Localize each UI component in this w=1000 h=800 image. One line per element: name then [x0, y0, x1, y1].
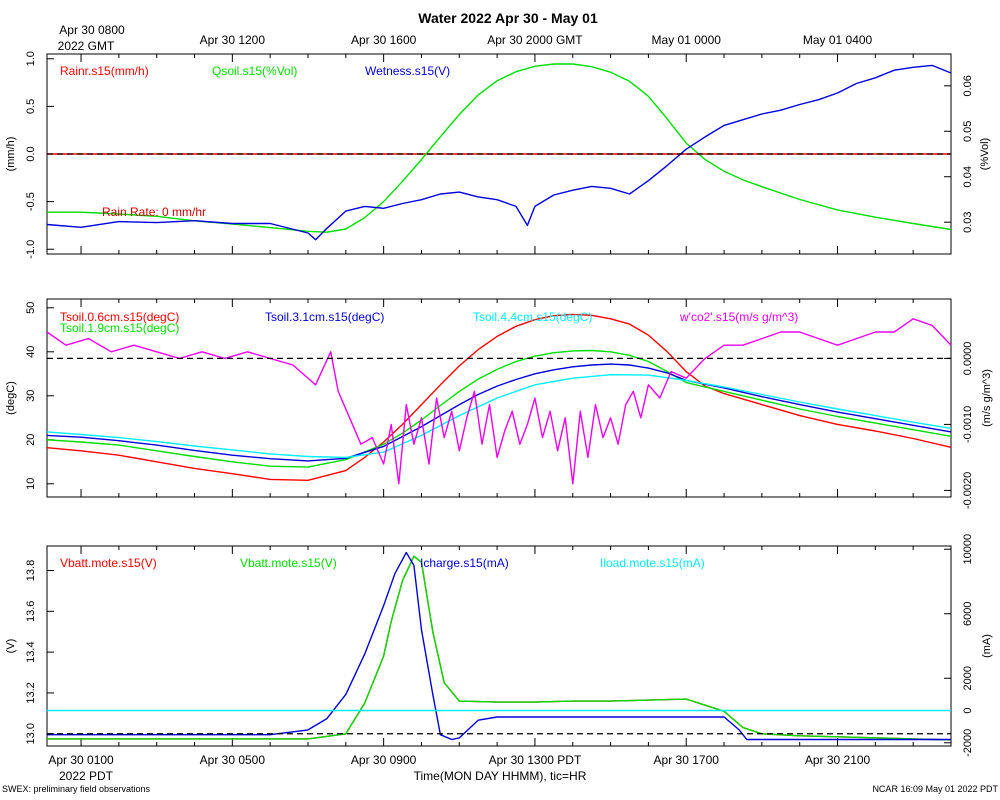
water-left-axis-label: (mm/h) [5, 137, 17, 172]
power-plot-frame [46, 545, 952, 747]
water-right-tick-label: 0.03 [962, 211, 974, 232]
power-left-tick-label: 13.4 [25, 641, 37, 662]
soil-left-tick-label: 20 [25, 434, 37, 446]
power-left-tick-label: 13.0 [25, 723, 37, 744]
soil-series-line [46, 363, 952, 462]
soil-right-tick-label: 0.0000 [962, 342, 974, 376]
power-right-tick-label: 0 [962, 707, 974, 713]
water-annotation: Rain Rate: 0 mm/hr [102, 205, 206, 219]
chart-title: Water 2022 Apr 30 - May 01 [418, 10, 598, 26]
soil-series-line [46, 349, 952, 468]
water-left-tick-label: -1.0 [25, 240, 37, 259]
pdt-tick-label: Apr 30 0900 [351, 753, 417, 767]
gmt-corner-year: 2022 GMT [58, 39, 115, 53]
power-left-axis-label: (V) [5, 639, 17, 654]
soil-left-tick-label: 10 [25, 478, 37, 490]
pdt-tick-label: Apr 30 1700 [654, 753, 720, 767]
pdt-tick-label: Apr 30 1300 PDT [489, 753, 582, 767]
power-series-line [47, 555, 952, 741]
power-right-axis-label: (mA) [981, 634, 993, 658]
soil-legend-label: Tsoil.4.4cm.s15(degC) [473, 310, 592, 324]
gmt-corner-date: Apr 30 0800 [59, 23, 125, 37]
footer-left: SWEX: preliminary field observations [2, 784, 151, 794]
soil-left-axis-label: (degC) [5, 381, 17, 415]
water-series-line [46, 64, 952, 241]
water-legend-label: Qsoil.s15(%Vol) [212, 64, 297, 78]
gmt-tick-label: Apr 30 1200 [200, 33, 266, 47]
gmt-tick-label: Apr 30 1600 [351, 33, 417, 47]
soil-series-line [46, 318, 952, 485]
water-legend-label: Rainr.s15(mm/h) [60, 64, 149, 78]
soil-plot-frame [46, 298, 952, 498]
soil-right-axis-label: (m/s g/m^3) [981, 369, 993, 427]
soil-right-tick-label: -0.0020 [962, 472, 974, 509]
power-legend-label: Iload.mote.s15(mA) [600, 556, 705, 570]
power-series-line [47, 551, 951, 741]
soil-series-line [46, 313, 952, 481]
pdt-tick-label: Apr 30 0100 [48, 753, 114, 767]
soil-legend-label: Tsoil.0.6cm.s15(degC) [60, 310, 179, 324]
soil-left-tick-label: 30 [25, 390, 37, 402]
pdt-tick-label: Apr 30 0500 [200, 753, 266, 767]
power-legend-label: Icharge.s15(mA) [420, 556, 509, 570]
water-series-line [47, 63, 952, 233]
gmt-tick-label: May 01 0400 [803, 33, 873, 47]
pdt-tick-label-suffix: 00 [403, 753, 417, 767]
soil-series-line [46, 374, 952, 459]
water-right-tick-label: 0.06 [962, 75, 974, 96]
soil-legend-label: w'co2'.s15(m/s g/m^3) [679, 310, 798, 324]
pdt-tick-label: Apr 30 2100 [805, 753, 871, 767]
footer-right: NCAR 16:09 May 01 2022 PDT [872, 784, 998, 794]
power-left-tick-label: 13.6 [25, 601, 37, 622]
power-left-tick-label: 13.8 [25, 560, 37, 581]
soil-left-tick-label: 40 [25, 346, 37, 358]
water-left-tick-label: -0.5 [25, 192, 37, 211]
water-right-tick-label: 0.04 [962, 166, 974, 187]
power-right-tick-label: -2000 [962, 729, 974, 757]
power-right-tick-label: 2000 [962, 666, 974, 690]
soil-legend-label: Tsoil.3.1cm.s15(degC) [265, 310, 384, 324]
water-left-tick-label: 0.0 [25, 146, 37, 161]
soil-legend-label: Tsoil.1.9cm.s15(degC) [60, 321, 179, 335]
water-left-tick-label: 1.0 [25, 51, 37, 66]
gmt-tick-label: May 01 0000 [652, 33, 722, 47]
pdt-corner-year: 2022 PDT [59, 769, 114, 783]
water-right-tick-label: 0.05 [962, 121, 974, 142]
water-right-axis-label: (%Vol) [979, 138, 991, 170]
power-left-tick-label: 13.2 [25, 682, 37, 703]
soil-left-tick-label: 50 [25, 302, 37, 314]
soil-right-tick-label: -0.0010 [962, 406, 974, 443]
power-series-line [47, 555, 952, 741]
water-left-tick-label: 0.5 [25, 99, 37, 114]
water-legend-label: Wetness.s15(V) [365, 64, 450, 78]
x-axis-label: Time(MON DAY HHMM), tic=HR [414, 769, 587, 783]
power-legend-label: Vbatt.mote.s15(V) [60, 556, 157, 570]
power-legend-label: Vbatt.mote.s15(V) [240, 556, 337, 570]
gmt-tick-label: Apr 30 2000 GMT [487, 33, 583, 47]
power-right-tick-label: 6000 [962, 601, 974, 625]
power-right-tick-label: 10000 [962, 534, 974, 565]
